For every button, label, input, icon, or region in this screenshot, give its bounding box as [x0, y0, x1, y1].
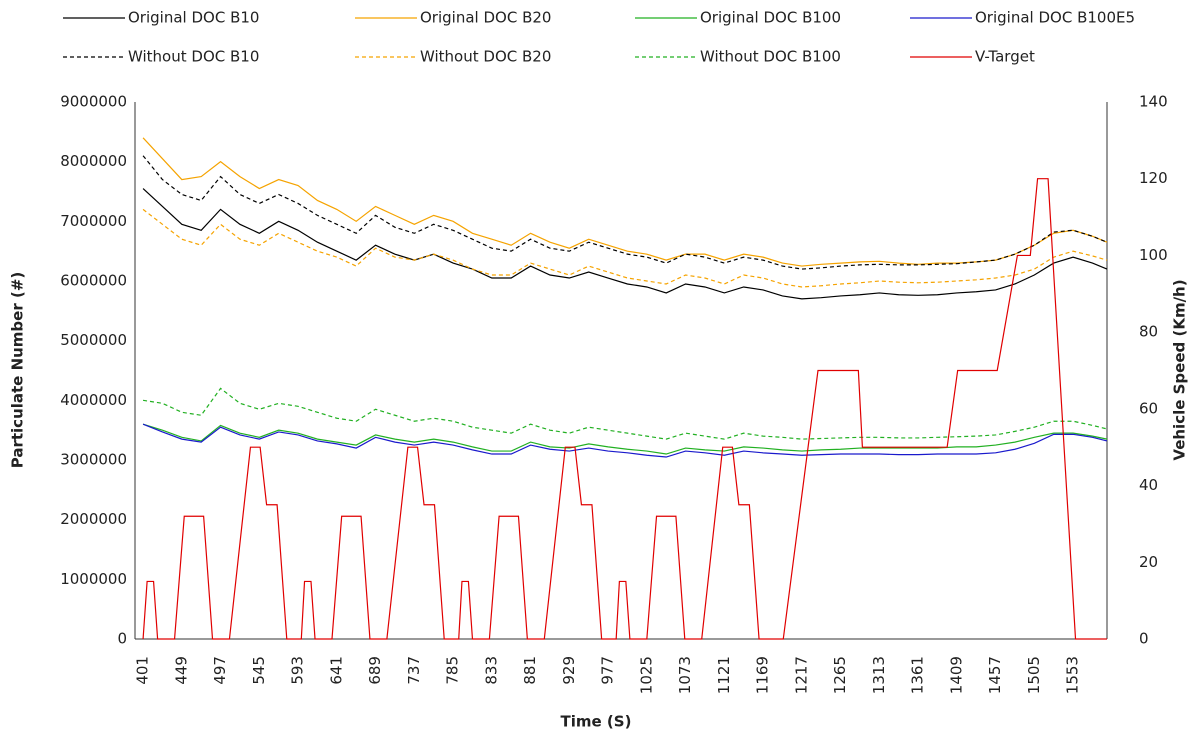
x-tick-label: 641: [327, 656, 345, 685]
x-tick-label: 401: [134, 656, 152, 685]
x-axis-title: Time (S): [561, 713, 632, 731]
series-line: [142, 137, 1108, 267]
y-tick-label: 6000000: [60, 272, 127, 290]
y2-tick-label: 20: [1139, 553, 1158, 571]
legend-label: Without DOC B10: [128, 48, 259, 66]
y2-tick-label: 60: [1139, 399, 1158, 417]
x-tick-label: 1073: [676, 656, 694, 694]
series-line: [142, 423, 1108, 458]
x-tick-label: 977: [599, 656, 617, 685]
legend-label: Without DOC B20: [420, 48, 551, 66]
x-tick-label: 881: [521, 656, 539, 685]
series-line: [142, 208, 1108, 288]
x-tick-label: 785: [444, 656, 462, 685]
legend-label: V-Target: [975, 48, 1035, 66]
y2-tick-label: 120: [1139, 169, 1168, 187]
x-tick-label: 833: [482, 656, 500, 685]
x-tick-label: 737: [405, 656, 423, 685]
legend-label: Original DOC B20: [420, 9, 551, 27]
series-line: [142, 387, 1108, 440]
x-tick-label: 1217: [792, 656, 810, 694]
y-tick-label: 3000000: [60, 451, 127, 469]
x-tick-label: 593: [289, 656, 307, 685]
x-tick-label: 497: [211, 656, 229, 685]
x-tick-label: 1409: [947, 656, 965, 694]
legend-label: Without DOC B100: [700, 48, 841, 66]
y-tick-label: 0: [117, 630, 127, 648]
x-tick-label: 929: [560, 656, 578, 685]
x-tick-label: 449: [172, 656, 190, 685]
legend-label: Original DOC B10: [128, 9, 259, 27]
series-line: [142, 178, 1107, 640]
x-tick-label: 1025: [637, 656, 655, 694]
legend-label: Original DOC B100E5: [975, 9, 1135, 27]
y-tick-label: 9000000: [60, 93, 127, 111]
series-line: [142, 423, 1108, 455]
series-line: [142, 155, 1108, 270]
x-tick-label: 545: [250, 656, 268, 685]
y2-tick-label: 0: [1139, 630, 1149, 648]
y-axis-title: Particulate Number (#): [9, 272, 27, 469]
x-tick-label: 1553: [1064, 656, 1082, 694]
y2-tick-label: 40: [1139, 476, 1158, 494]
legend-label: Original DOC B100: [700, 9, 841, 27]
y-tick-label: 4000000: [60, 391, 127, 409]
x-tick-label: 1361: [909, 656, 927, 694]
y2-tick-label: 80: [1139, 323, 1158, 341]
y-tick-label: 2000000: [60, 510, 127, 528]
x-tick-label: 1313: [870, 656, 888, 694]
y2-tick-label: 100: [1139, 246, 1168, 264]
y-tick-label: 8000000: [60, 152, 127, 170]
x-tick-label: 1265: [831, 656, 849, 694]
y2-tick-label: 140: [1139, 93, 1168, 111]
x-tick-label: 689: [366, 656, 384, 685]
y-tick-label: 5000000: [60, 331, 127, 349]
y-tick-label: 1000000: [60, 570, 127, 588]
x-tick-label: 1169: [754, 656, 772, 694]
y-tick-label: 7000000: [60, 212, 127, 230]
x-tick-label: 1457: [986, 656, 1004, 694]
x-tick-label: 1505: [1025, 656, 1043, 694]
x-tick-label: 1121: [715, 656, 733, 694]
y2-axis-title: Vehicle Speed (Km/h): [1171, 279, 1189, 460]
series-line: [142, 188, 1108, 300]
